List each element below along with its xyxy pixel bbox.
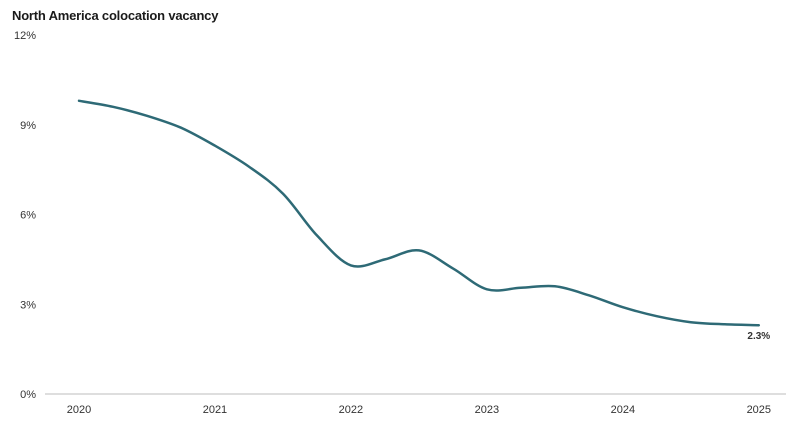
y-tick-label: 0% bbox=[20, 389, 36, 401]
y-tick-label: 9% bbox=[20, 120, 36, 132]
end-value-label: 2.3% bbox=[747, 331, 770, 342]
x-tick-label: 2023 bbox=[475, 404, 499, 416]
x-tick-label: 2022 bbox=[339, 404, 363, 416]
y-axis-ticks: 0% 3% 6% 9% 12% bbox=[14, 30, 36, 401]
y-tick-label: 12% bbox=[14, 30, 36, 42]
chart-title: North America colocation vacancy bbox=[12, 8, 219, 23]
y-tick-label: 3% bbox=[20, 299, 36, 311]
x-tick-label: 2025 bbox=[747, 404, 771, 416]
x-tick-label: 2024 bbox=[611, 404, 635, 416]
x-tick-label: 2020 bbox=[67, 404, 91, 416]
y-tick-label: 6% bbox=[20, 210, 36, 222]
x-axis-ticks: 2020 2021 2022 2023 2024 2025 bbox=[67, 404, 771, 416]
x-tick-label: 2021 bbox=[203, 404, 227, 416]
vacancy-series-line bbox=[77, 99, 761, 327]
